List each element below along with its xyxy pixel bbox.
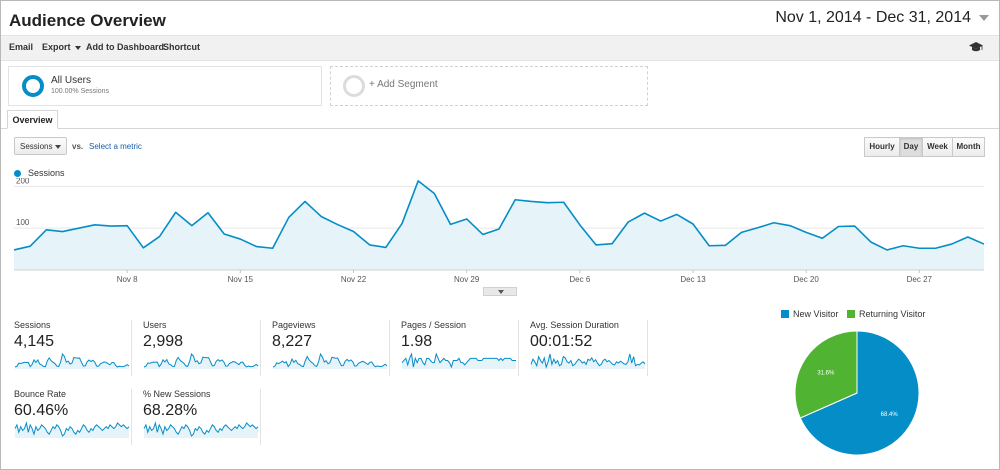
add-to-dashboard-button[interactable]: Add to Dashboard [86,42,164,52]
sparkline [272,352,388,370]
granularity-hourly-button[interactable]: Hourly [864,137,900,157]
granularity-day-button[interactable]: Day [899,137,923,157]
chevron-down-icon [498,290,504,294]
stat-pageviews[interactable]: Pageviews 8,227 [272,320,390,376]
stat-sessions[interactable]: Sessions 4,145 [14,320,132,376]
tab-overview[interactable]: Overview [7,110,58,129]
add-segment-label: + Add Segment [369,79,438,90]
shortcut-button[interactable]: Shortcut [163,42,200,52]
page-title: Audience Overview [9,11,166,31]
chart-legend: Sessions [14,168,65,178]
sparkline [401,352,517,370]
pie-legend-new-label: New Visitor [793,309,838,319]
report-header: Audience Overview Nov 1, 2014 - Dec 31, … [1,1,999,35]
email-button[interactable]: Email [9,42,33,52]
chart-collapse-toggle[interactable] [483,287,517,296]
metric-select-value: Sessions [20,142,52,151]
sparkline-area [15,423,129,438]
stat-label: Pageviews [272,320,316,330]
stat-label: Avg. Session Duration [530,320,619,330]
legend-swatch [781,310,789,318]
sparkline-area [15,354,129,369]
sessions-line-chart[interactable]: 200 100 Nov 8 Nov 15 Nov 22 Nov 29 Dec 6 Dec 13… [0,178,1000,296]
report-toolbar: Email Export Add to Dashboard Shortcut [1,35,999,61]
granularity-month-button[interactable]: Month [952,137,985,157]
y-tick-label: 200 [16,178,30,185]
stat-value: 2,998 [143,333,183,351]
stat-label: Sessions [14,320,51,330]
stat-value: 60.46% [14,402,68,420]
graduation-cap-icon[interactable] [969,41,983,53]
pie-legend-new: New Visitor [781,309,838,319]
select-metric-link[interactable]: Select a metric [89,142,142,151]
pie-legend-returning: Returning Visitor [847,309,925,319]
x-tick-label: Dec 27 [907,275,933,284]
chevron-down-icon [979,15,989,21]
sparkline [530,352,646,370]
segment-subtext: 100.00% Sessions [51,88,109,95]
x-tick-label: Dec 20 [793,275,819,284]
pie-slice-label: 68.4% [881,412,899,418]
sparkline [14,352,130,370]
x-tick-label: Nov 29 [454,275,480,284]
sparkline [143,352,259,370]
segment-ring-icon [22,75,44,97]
stat-label: Users [143,320,167,330]
export-label: Export [42,42,71,52]
stat-bounce-rate[interactable]: Bounce Rate 60.46% [14,389,132,445]
date-range-picker[interactable]: Nov 1, 2014 - Dec 31, 2014 [775,9,989,27]
add-segment-button[interactable]: + Add Segment [330,66,648,106]
x-tick-label: Nov 8 [117,275,138,284]
chevron-down-icon [55,145,61,149]
y-tick-label: 100 [16,218,30,227]
series-dot-icon [14,170,21,177]
sparkline [14,421,130,439]
segment-all-users[interactable]: All Users 100.00% Sessions [8,66,322,106]
stat-pages-session[interactable]: Pages / Session 1.98 [401,320,519,376]
pie-slice-label: 31.6% [817,371,835,377]
stat-label: Bounce Rate [14,389,66,399]
stat-value: 8,227 [272,333,312,351]
legend-sessions: Sessions [28,168,65,178]
pie-legend-returning-label: Returning Visitor [859,309,925,319]
sessions-area [14,181,984,270]
stat-value: 4,145 [14,333,54,351]
empty-segment-icon [343,75,365,97]
sparkline [143,421,259,439]
x-tick-label: Dec 6 [569,275,590,284]
vs-label: vs. [72,142,83,151]
stat--new-sessions[interactable]: % New Sessions 68.28% [143,389,261,445]
chevron-down-icon [75,46,81,50]
segment-name: All Users [51,75,91,86]
stat-label: Pages / Session [401,320,466,330]
stat-avg-session-duration[interactable]: Avg. Session Duration 00:01:52 [530,320,648,376]
stat-label: % New Sessions [143,389,211,399]
legend-swatch [847,310,855,318]
date-range-label: Nov 1, 2014 - Dec 31, 2014 [775,9,971,27]
granularity-week-button[interactable]: Week [922,137,953,157]
export-button[interactable]: Export [42,42,81,52]
x-tick-label: Nov 22 [341,275,367,284]
sparkline-area [144,423,258,438]
stat-value: 00:01:52 [530,333,592,351]
tab-divider [1,128,999,129]
metric-select[interactable]: Sessions [14,137,67,155]
x-tick-label: Nov 15 [228,275,254,284]
sparkline-area [402,354,516,369]
visitor-pie-chart[interactable]: 68.4% 31.6% [790,326,924,460]
x-tick-label: Dec 13 [680,275,706,284]
stat-value: 68.28% [143,402,197,420]
stat-users[interactable]: Users 2,998 [143,320,261,376]
stat-value: 1.98 [401,333,432,351]
